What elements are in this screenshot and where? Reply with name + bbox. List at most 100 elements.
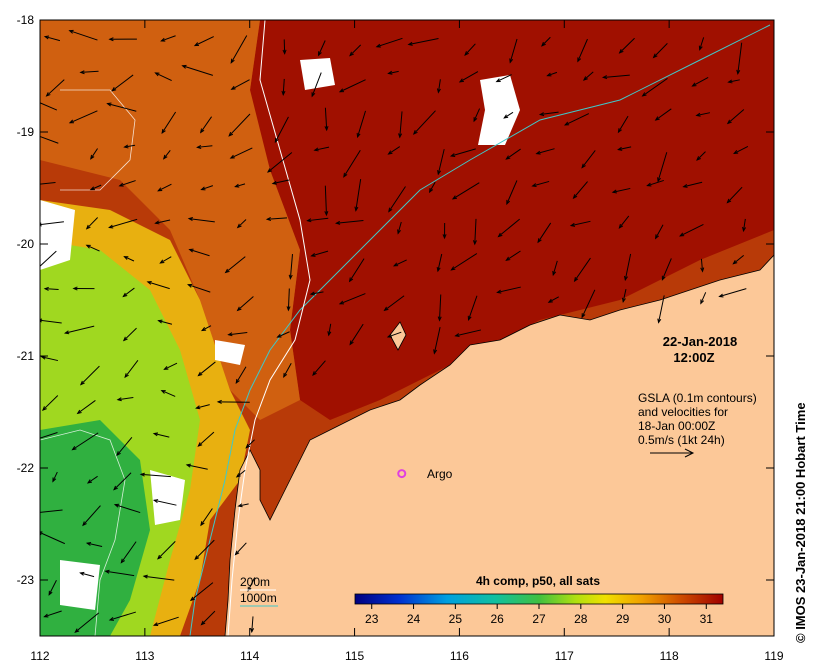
velocity-arrow bbox=[153, 433, 170, 438]
velocity-arrowhead bbox=[234, 183, 240, 188]
velocity-arrowhead bbox=[698, 45, 703, 51]
velocity-arrowhead bbox=[467, 315, 472, 322]
velocity-arrowhead bbox=[187, 217, 193, 222]
velocity-arrow bbox=[737, 42, 743, 74]
velocity-arrowhead bbox=[276, 333, 282, 338]
velocity-arrowhead bbox=[36, 101, 40, 104]
velocity-arrowhead bbox=[313, 147, 319, 152]
velocity-arrow bbox=[44, 288, 59, 291]
velocity-arrowhead bbox=[472, 240, 477, 246]
velocity-arrowhead bbox=[185, 463, 191, 468]
velocity-arrow bbox=[194, 36, 214, 46]
velocity-arrow bbox=[188, 284, 211, 293]
velocity-arrow bbox=[186, 464, 208, 470]
velocity-arrow bbox=[40, 182, 56, 185]
velocity-arrowhead bbox=[123, 144, 129, 149]
velocity-arrow bbox=[506, 180, 518, 205]
velocity-arrow bbox=[696, 112, 711, 116]
scale-arrow bbox=[650, 448, 695, 458]
velocity-arrow bbox=[87, 542, 103, 548]
velocity-arrow bbox=[570, 220, 591, 227]
velocity-arrowhead bbox=[311, 92, 316, 98]
velocity-arrowhead bbox=[546, 72, 552, 77]
velocity-arrow bbox=[42, 395, 59, 411]
velocity-arrowhead bbox=[157, 187, 163, 192]
velocity-arrow bbox=[74, 612, 100, 633]
velocity-arrow bbox=[349, 258, 365, 282]
lat-tick-label: -20 bbox=[17, 237, 35, 251]
gsla-contour-2 bbox=[40, 429, 126, 636]
velocity-arrow bbox=[40, 432, 58, 439]
velocity-arrow bbox=[573, 181, 588, 199]
velocity-arrow bbox=[236, 470, 246, 478]
velocity-arrow bbox=[509, 38, 518, 63]
velocity-arrowhead bbox=[541, 41, 546, 47]
velocity-arrow bbox=[577, 38, 588, 62]
velocity-arrow bbox=[399, 111, 403, 138]
island bbox=[389, 321, 407, 351]
longitude-axis: 112 113 114 115 116 117 118 119 bbox=[30, 20, 784, 663]
velocity-arrowhead bbox=[454, 333, 460, 338]
velocity-arrowhead bbox=[154, 72, 160, 77]
velocity-arrowhead bbox=[700, 299, 705, 305]
velocity-arrow bbox=[157, 541, 176, 560]
velocity-arrowhead bbox=[152, 432, 159, 437]
velocity-arrow bbox=[164, 362, 178, 370]
velocity-arrowhead bbox=[312, 371, 317, 377]
velocity-arrowhead bbox=[727, 79, 733, 84]
velocity-arrowhead bbox=[700, 267, 705, 273]
velocity-arrowhead bbox=[387, 70, 393, 75]
velocity-arrowhead bbox=[695, 112, 701, 117]
velocity-arrow bbox=[564, 113, 590, 126]
velocity-arrow bbox=[230, 147, 253, 159]
velocity-arrowhead bbox=[286, 306, 291, 312]
colorbar-tick-label: 29 bbox=[616, 612, 630, 626]
velocity-arrowhead bbox=[310, 252, 316, 257]
velocity-arrowhead bbox=[691, 82, 697, 87]
velocity-arrow bbox=[574, 257, 591, 282]
velocity-arrow bbox=[52, 471, 58, 482]
velocity-arrowhead bbox=[343, 172, 348, 178]
velocity-arrowhead bbox=[195, 405, 201, 410]
velocity-arrow bbox=[692, 76, 709, 87]
velocity-arrowhead bbox=[108, 617, 115, 621]
velocity-arrowhead bbox=[236, 306, 242, 312]
legend-line-2: and velocities for bbox=[638, 405, 728, 419]
velocity-arrow bbox=[429, 181, 436, 193]
lon-tick-label: 114 bbox=[240, 649, 259, 663]
velocity-arrowhead bbox=[428, 187, 434, 194]
cloud-gap-1 bbox=[478, 75, 520, 145]
velocity-arrowhead bbox=[267, 168, 272, 173]
lon-tick-label: 118 bbox=[660, 649, 679, 663]
velocity-arrowhead bbox=[732, 259, 738, 265]
velocity-arrowhead bbox=[72, 286, 78, 291]
velocity-arrowhead bbox=[383, 306, 389, 312]
velocity-arrow bbox=[506, 148, 521, 160]
velocity-arrowhead bbox=[235, 473, 241, 478]
velocity-arrow bbox=[225, 256, 246, 273]
velocity-arrow bbox=[282, 78, 285, 95]
velocity-arrow bbox=[540, 111, 559, 116]
velocity-arrow bbox=[459, 71, 479, 83]
velocity-arrowhead bbox=[230, 58, 235, 64]
velocity-arrow bbox=[498, 218, 520, 237]
velocity-arrowhead bbox=[436, 88, 441, 94]
velocity-arrowhead bbox=[624, 275, 628, 282]
velocity-arrowhead bbox=[324, 125, 329, 132]
velocity-arrowhead bbox=[122, 292, 128, 298]
velocity-arrow bbox=[413, 110, 436, 135]
velocity-arrowhead bbox=[34, 437, 38, 440]
velocity-arrow bbox=[728, 79, 740, 83]
velocity-arrowhead bbox=[617, 128, 622, 134]
velocity-arrow bbox=[196, 404, 210, 409]
lon-tick-label: 112 bbox=[30, 649, 49, 663]
velocity-arrow bbox=[123, 287, 135, 297]
velocity-arrowhead bbox=[733, 150, 739, 154]
velocity-arrow bbox=[647, 179, 664, 187]
velocity-arrowhead bbox=[230, 85, 236, 90]
velocity-arrowhead bbox=[63, 330, 70, 335]
velocity-arrowhead bbox=[581, 313, 586, 319]
velocity-arrow bbox=[272, 179, 290, 185]
velocity-arrowhead bbox=[40, 318, 43, 323]
velocity-arrowhead bbox=[563, 121, 570, 126]
